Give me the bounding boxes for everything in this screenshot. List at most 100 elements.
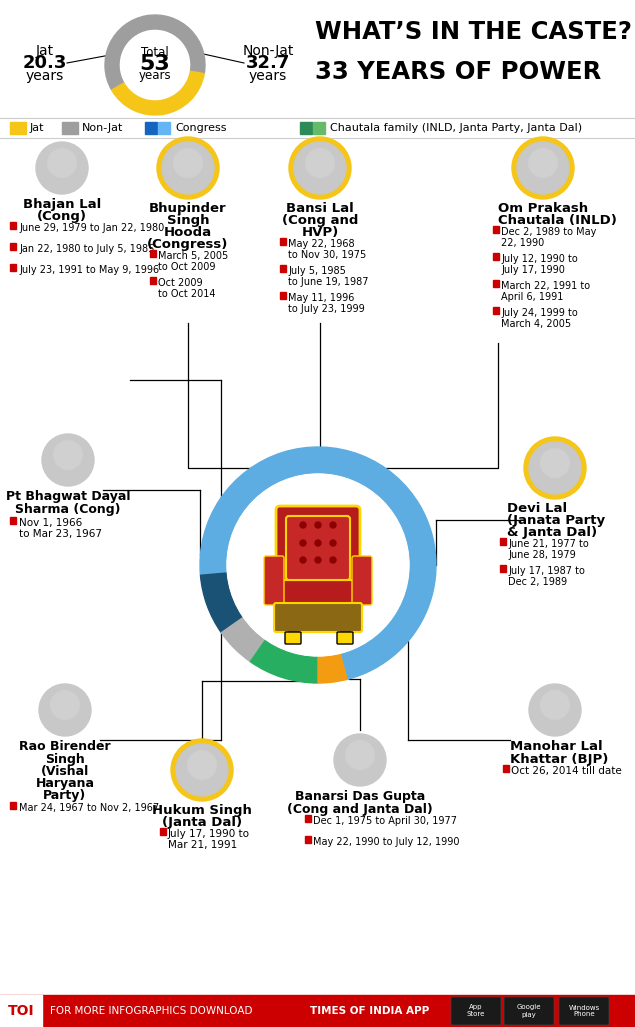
Text: TOI: TOI (8, 1004, 34, 1018)
Bar (158, 122, 170, 134)
Bar (300, 122, 312, 134)
Circle shape (512, 137, 574, 199)
FancyBboxPatch shape (285, 632, 301, 644)
Circle shape (42, 434, 94, 486)
Circle shape (529, 684, 581, 736)
Text: Jat: Jat (30, 123, 44, 134)
Bar (340, 625, 350, 637)
Text: March 5, 2005: March 5, 2005 (158, 251, 228, 261)
Circle shape (54, 441, 83, 469)
Circle shape (227, 474, 409, 656)
Bar (280, 292, 286, 299)
Bar (150, 250, 156, 257)
Text: July 17, 1990 to: July 17, 1990 to (168, 829, 250, 839)
Text: Windows
Phone: Windows Phone (568, 1004, 599, 1018)
Text: Party): Party) (43, 789, 86, 802)
Circle shape (188, 751, 217, 779)
Bar (500, 565, 506, 572)
Text: 33 YEARS OF POWER: 33 YEARS OF POWER (315, 60, 601, 84)
Text: to Oct 2009: to Oct 2009 (158, 262, 215, 272)
Text: Bansi Lal: Bansi Lal (286, 202, 354, 215)
Text: Manohar Lal: Manohar Lal (510, 740, 603, 753)
Text: Dec 2, 1989: Dec 2, 1989 (508, 577, 567, 587)
Circle shape (305, 149, 334, 178)
Text: to Mar 23, 1967: to Mar 23, 1967 (19, 529, 102, 539)
Bar (493, 226, 499, 233)
Text: Singh: Singh (45, 753, 85, 766)
Text: Om Prakash: Om Prakash (498, 202, 588, 215)
Text: Haryana: Haryana (36, 777, 95, 790)
Bar (280, 238, 286, 245)
Text: Pt Bhagwat Dayal: Pt Bhagwat Dayal (6, 490, 130, 503)
Circle shape (289, 137, 351, 199)
Circle shape (300, 522, 306, 528)
Text: April 6, 1991: April 6, 1991 (501, 292, 563, 302)
Circle shape (330, 540, 336, 546)
Text: March 22, 1991 to: March 22, 1991 to (501, 281, 590, 291)
Wedge shape (201, 573, 243, 633)
Text: July 23, 1991 to May 9, 1996: July 23, 1991 to May 9, 1996 (19, 265, 159, 275)
Text: Jat: Jat (36, 44, 54, 58)
Text: 20.3: 20.3 (23, 54, 67, 72)
Text: (Janata Party: (Janata Party (507, 514, 605, 527)
Text: Mar 24, 1967 to Nov 2, 1967: Mar 24, 1967 to Nov 2, 1967 (19, 803, 159, 813)
Bar (503, 765, 509, 772)
Text: & Janta Dal): & Janta Dal) (507, 526, 597, 539)
Circle shape (315, 522, 321, 528)
Text: HVP): HVP) (302, 226, 338, 239)
Circle shape (345, 740, 374, 769)
Text: (Cong): (Cong) (37, 210, 87, 223)
Wedge shape (250, 641, 318, 683)
Text: years: years (26, 69, 64, 83)
Text: June 29, 1979 to Jan 22, 1980: June 29, 1979 to Jan 22, 1980 (19, 223, 164, 233)
Text: May 11, 1996: May 11, 1996 (288, 293, 354, 303)
Wedge shape (112, 71, 204, 115)
Wedge shape (200, 447, 420, 575)
Circle shape (176, 744, 228, 796)
Text: July 17, 1990: July 17, 1990 (501, 265, 565, 275)
Text: March 4, 2005: March 4, 2005 (501, 319, 571, 329)
Circle shape (529, 442, 581, 494)
Circle shape (300, 540, 306, 546)
Text: Bhupinder: Bhupinder (149, 202, 227, 215)
Circle shape (39, 684, 91, 736)
Text: July 24, 1999 to: July 24, 1999 to (501, 308, 578, 318)
Text: Dec 2, 1989 to May: Dec 2, 1989 to May (501, 227, 596, 237)
Bar (493, 307, 499, 314)
Bar (145, 122, 157, 134)
Text: July 5, 1985: July 5, 1985 (288, 266, 346, 276)
Text: Jan 22, 1980 to July 5, 1985: Jan 22, 1980 to July 5, 1985 (19, 244, 154, 254)
Text: Congress: Congress (175, 123, 227, 134)
Circle shape (36, 142, 88, 194)
Bar (0, 995, 635, 1027)
FancyBboxPatch shape (286, 516, 350, 580)
Text: Oct 26, 2014 till date: Oct 26, 2014 till date (511, 766, 622, 776)
Text: Total: Total (141, 46, 169, 60)
Text: Devi Lal: Devi Lal (507, 502, 567, 515)
Text: years: years (138, 70, 171, 82)
Text: May 22, 1968: May 22, 1968 (288, 239, 354, 249)
Wedge shape (222, 618, 265, 661)
Text: WHAT’S IN THE CASTE?: WHAT’S IN THE CASTE? (315, 20, 632, 44)
Text: (Vishal: (Vishal (41, 765, 89, 778)
Text: 32.7: 32.7 (246, 54, 290, 72)
Text: FOR MORE INFOGRAPHICS DOWNLOAD: FOR MORE INFOGRAPHICS DOWNLOAD (50, 1006, 253, 1016)
Text: Singh: Singh (167, 214, 210, 227)
FancyBboxPatch shape (451, 997, 501, 1025)
Circle shape (294, 142, 346, 194)
FancyBboxPatch shape (504, 997, 554, 1025)
Circle shape (51, 691, 79, 719)
Bar (313, 122, 325, 134)
Text: Oct 2009: Oct 2009 (158, 278, 203, 288)
Bar (150, 277, 156, 284)
Circle shape (330, 557, 336, 563)
FancyBboxPatch shape (559, 997, 609, 1025)
Bar (10, 264, 16, 271)
Text: Chautala (INLD): Chautala (INLD) (498, 214, 617, 227)
Text: (Cong and Janta Dal): (Cong and Janta Dal) (287, 803, 433, 816)
Text: to Oct 2014: to Oct 2014 (158, 289, 215, 299)
Text: Rao Birender: Rao Birender (19, 740, 111, 753)
Bar (493, 280, 499, 287)
Wedge shape (318, 654, 349, 683)
Text: June 21, 1977 to: June 21, 1977 to (508, 539, 589, 549)
